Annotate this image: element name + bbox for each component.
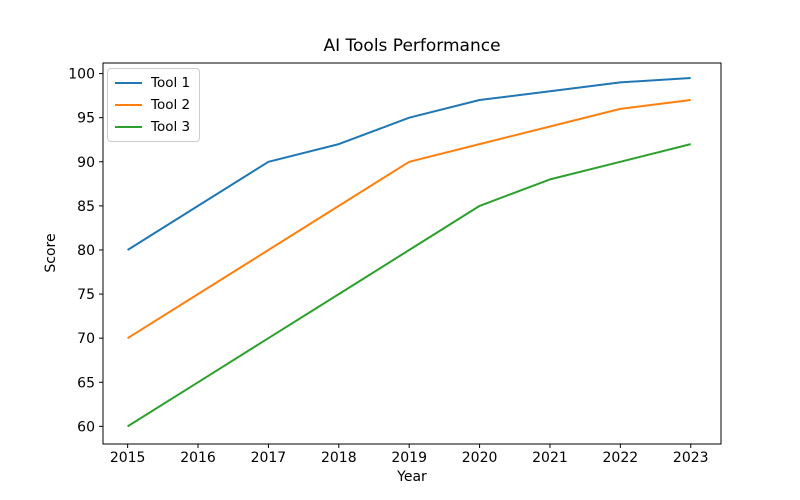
y-tick-label: 80 [77, 243, 95, 259]
y-axis-label: Score [43, 233, 59, 273]
x-tick-label: 2019 [391, 450, 427, 466]
y-tick-label: 75 [77, 287, 95, 303]
x-tick-label: 2015 [110, 450, 146, 466]
y-tick-label: 100 [68, 67, 95, 83]
y-tick-label: 90 [77, 155, 95, 171]
legend-label-tool-2: Tool 2 [151, 97, 191, 113]
legend-label-tool-3: Tool 3 [151, 119, 191, 135]
chart-title: AI Tools Performance [323, 36, 501, 56]
x-axis-label: Year [397, 469, 427, 485]
x-tick-label: 2021 [532, 450, 568, 466]
legend-item-tool-2: Tool 2 [115, 96, 190, 114]
x-tick-label: 2018 [321, 450, 357, 466]
y-tick-label: 70 [77, 331, 95, 347]
y-tick-label: 65 [77, 375, 95, 391]
x-tick-label: 2023 [673, 450, 709, 466]
legend-label-tool-1: Tool 1 [151, 75, 191, 91]
y-tick-label: 60 [77, 419, 95, 435]
legend-item-tool-1: Tool 1 [115, 74, 190, 92]
y-tick-label: 95 [77, 111, 95, 127]
legend-item-tool-3: Tool 3 [115, 118, 190, 136]
x-tick-label: 2020 [462, 450, 498, 466]
legend-line-swatch-tool-3 [115, 126, 142, 128]
legend-line-swatch-tool-2 [115, 104, 142, 106]
x-tick-label: 2017 [251, 450, 287, 466]
y-tick-label: 85 [77, 199, 95, 215]
series-line-tool-2 [127, 99, 691, 340]
x-tick-label: 2016 [180, 450, 216, 466]
series-line-tool-1 [127, 77, 691, 251]
legend-line-swatch-tool-1 [115, 82, 142, 84]
x-tick-label: 2022 [603, 450, 639, 466]
series-line-tool-3 [127, 143, 691, 428]
axes-frame [102, 62, 722, 445]
legend: Tool 1 Tool 2 Tool 3 [107, 68, 201, 142]
